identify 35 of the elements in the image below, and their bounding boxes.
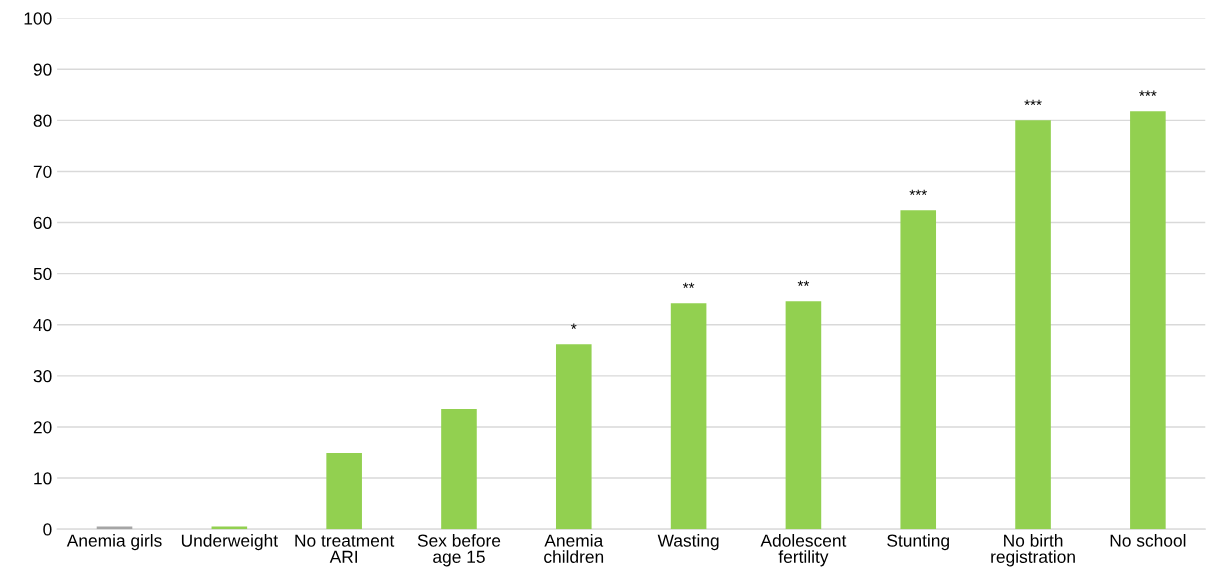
y-tick-label: 80 <box>33 114 52 127</box>
y-tick-label: 60 <box>33 216 52 230</box>
y-tick-label: 100 <box>24 12 52 25</box>
bar <box>1130 111 1166 530</box>
x-tick-label: Stunting <box>887 534 949 551</box>
data-label: *** <box>1024 99 1042 106</box>
y-tick-label: 20 <box>33 421 52 434</box>
x-tick-label: No school <box>1110 534 1186 547</box>
bar <box>326 453 362 530</box>
x-tick-label: Underweight <box>181 534 278 551</box>
data-label: ** <box>682 282 695 289</box>
x-tick-label: Wasting <box>657 534 719 551</box>
x-tick-label: No treatment ARI <box>295 534 395 563</box>
bar <box>785 301 822 530</box>
y-tick-label: 0 <box>43 523 52 536</box>
data-label: *** <box>1139 90 1157 96</box>
x-tick-label: Anemia children <box>544 534 604 563</box>
x-tick-label: Sex before age 15 <box>417 534 501 567</box>
y-tick-label: 50 <box>33 267 52 281</box>
data-label: ** <box>797 280 810 286</box>
data-label: *** <box>909 189 927 196</box>
x-tick-label: Adolescent fertility <box>760 534 847 567</box>
bar <box>900 210 937 530</box>
bar <box>555 344 592 530</box>
y-tick-label: 40 <box>33 318 52 332</box>
y-tick-label: 90 <box>33 63 52 76</box>
x-tick-label: No birth registration <box>991 534 1075 567</box>
y-tick-label: 70 <box>33 165 52 178</box>
y-tick-label: 30 <box>33 370 52 383</box>
bar <box>1015 120 1051 530</box>
bar <box>670 303 707 530</box>
data-label: * <box>571 323 577 329</box>
bar <box>441 409 477 530</box>
x-tick-label: Anemia girls <box>66 534 162 551</box>
y-tick-label: 10 <box>34 472 52 485</box>
